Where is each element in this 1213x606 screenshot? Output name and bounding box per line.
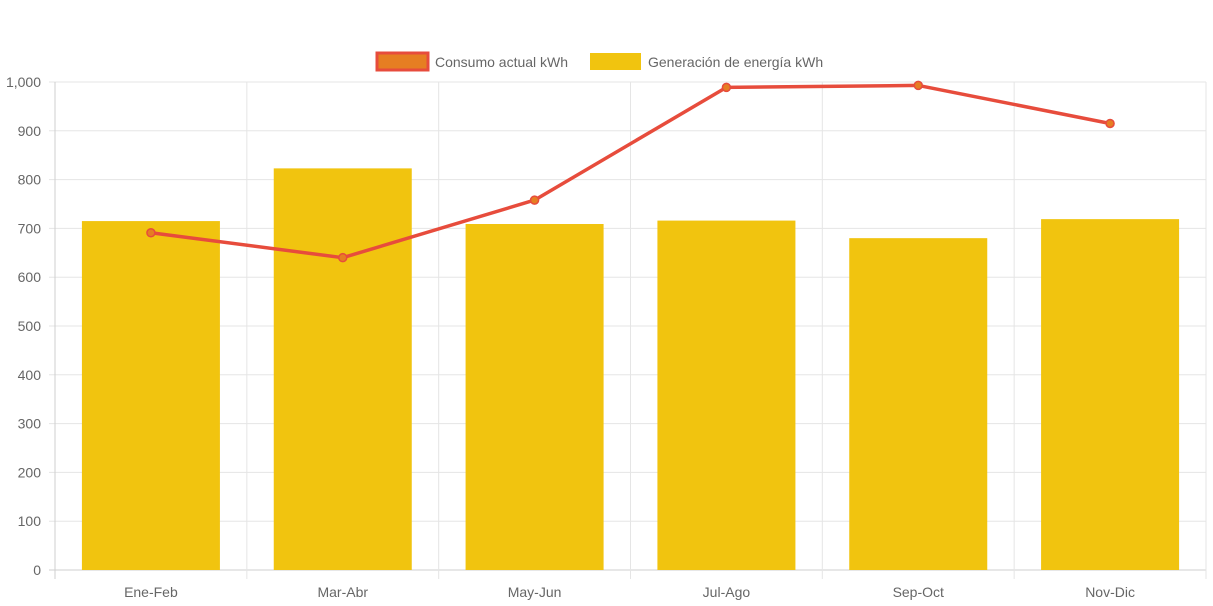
legend-item-generacion[interactable]: Generación de energía kWh: [590, 53, 823, 70]
x-tick-label: Sep-Oct: [893, 584, 944, 600]
line-point: [146, 228, 156, 238]
bar: [273, 168, 412, 570]
bar: [849, 238, 988, 570]
legend: Consumo actual kWh Generación de energía…: [375, 51, 823, 72]
y-tick-label: 1,000: [6, 74, 41, 90]
legend-label-generacion: Generación de energía kWh: [648, 54, 823, 70]
line-point: [529, 195, 540, 205]
consumo-line: [149, 83, 1112, 260]
x-tick-label: Nov-Dic: [1085, 584, 1135, 600]
y-tick-label: 100: [18, 513, 42, 529]
line-point: [338, 252, 348, 263]
bar: [657, 220, 796, 571]
y-tick-label: 800: [18, 172, 42, 188]
grid: [49, 81, 1207, 579]
y-tick-label: 500: [18, 318, 42, 334]
legend-swatch-generacion: [590, 53, 641, 70]
y-tick-label: 300: [18, 416, 42, 432]
y-tick-label: 700: [18, 220, 42, 236]
line-series: [146, 80, 1115, 263]
legend-swatch-consumo: [375, 51, 430, 72]
y-tick-label: 400: [18, 367, 42, 383]
axes: 0 100 200 300 400 500 600 700 800 900 1,000 Ene-Feb…: [6, 74, 1135, 600]
x-tick-label: Mar-Abr: [317, 584, 368, 600]
bar: [1041, 219, 1180, 571]
x-tick-label: Ene-Feb: [124, 584, 178, 600]
bar: [81, 221, 220, 570]
y-tick-label: 0: [33, 562, 41, 578]
x-tick-label: May-Jun: [508, 584, 562, 600]
legend-label-consumo: Consumo actual kWh: [435, 54, 568, 70]
line-point: [913, 80, 923, 91]
y-tick-label: 900: [18, 123, 42, 139]
line-point: [721, 82, 732, 93]
x-tick-label: Jul-Ago: [703, 584, 751, 600]
line-point: [1105, 118, 1115, 129]
y-tick-label: 200: [18, 464, 42, 480]
bar-series: [81, 168, 1180, 571]
y-tick-label: 600: [18, 269, 42, 285]
legend-item-consumo[interactable]: Consumo actual kWh: [375, 51, 568, 72]
bar: [465, 224, 604, 570]
